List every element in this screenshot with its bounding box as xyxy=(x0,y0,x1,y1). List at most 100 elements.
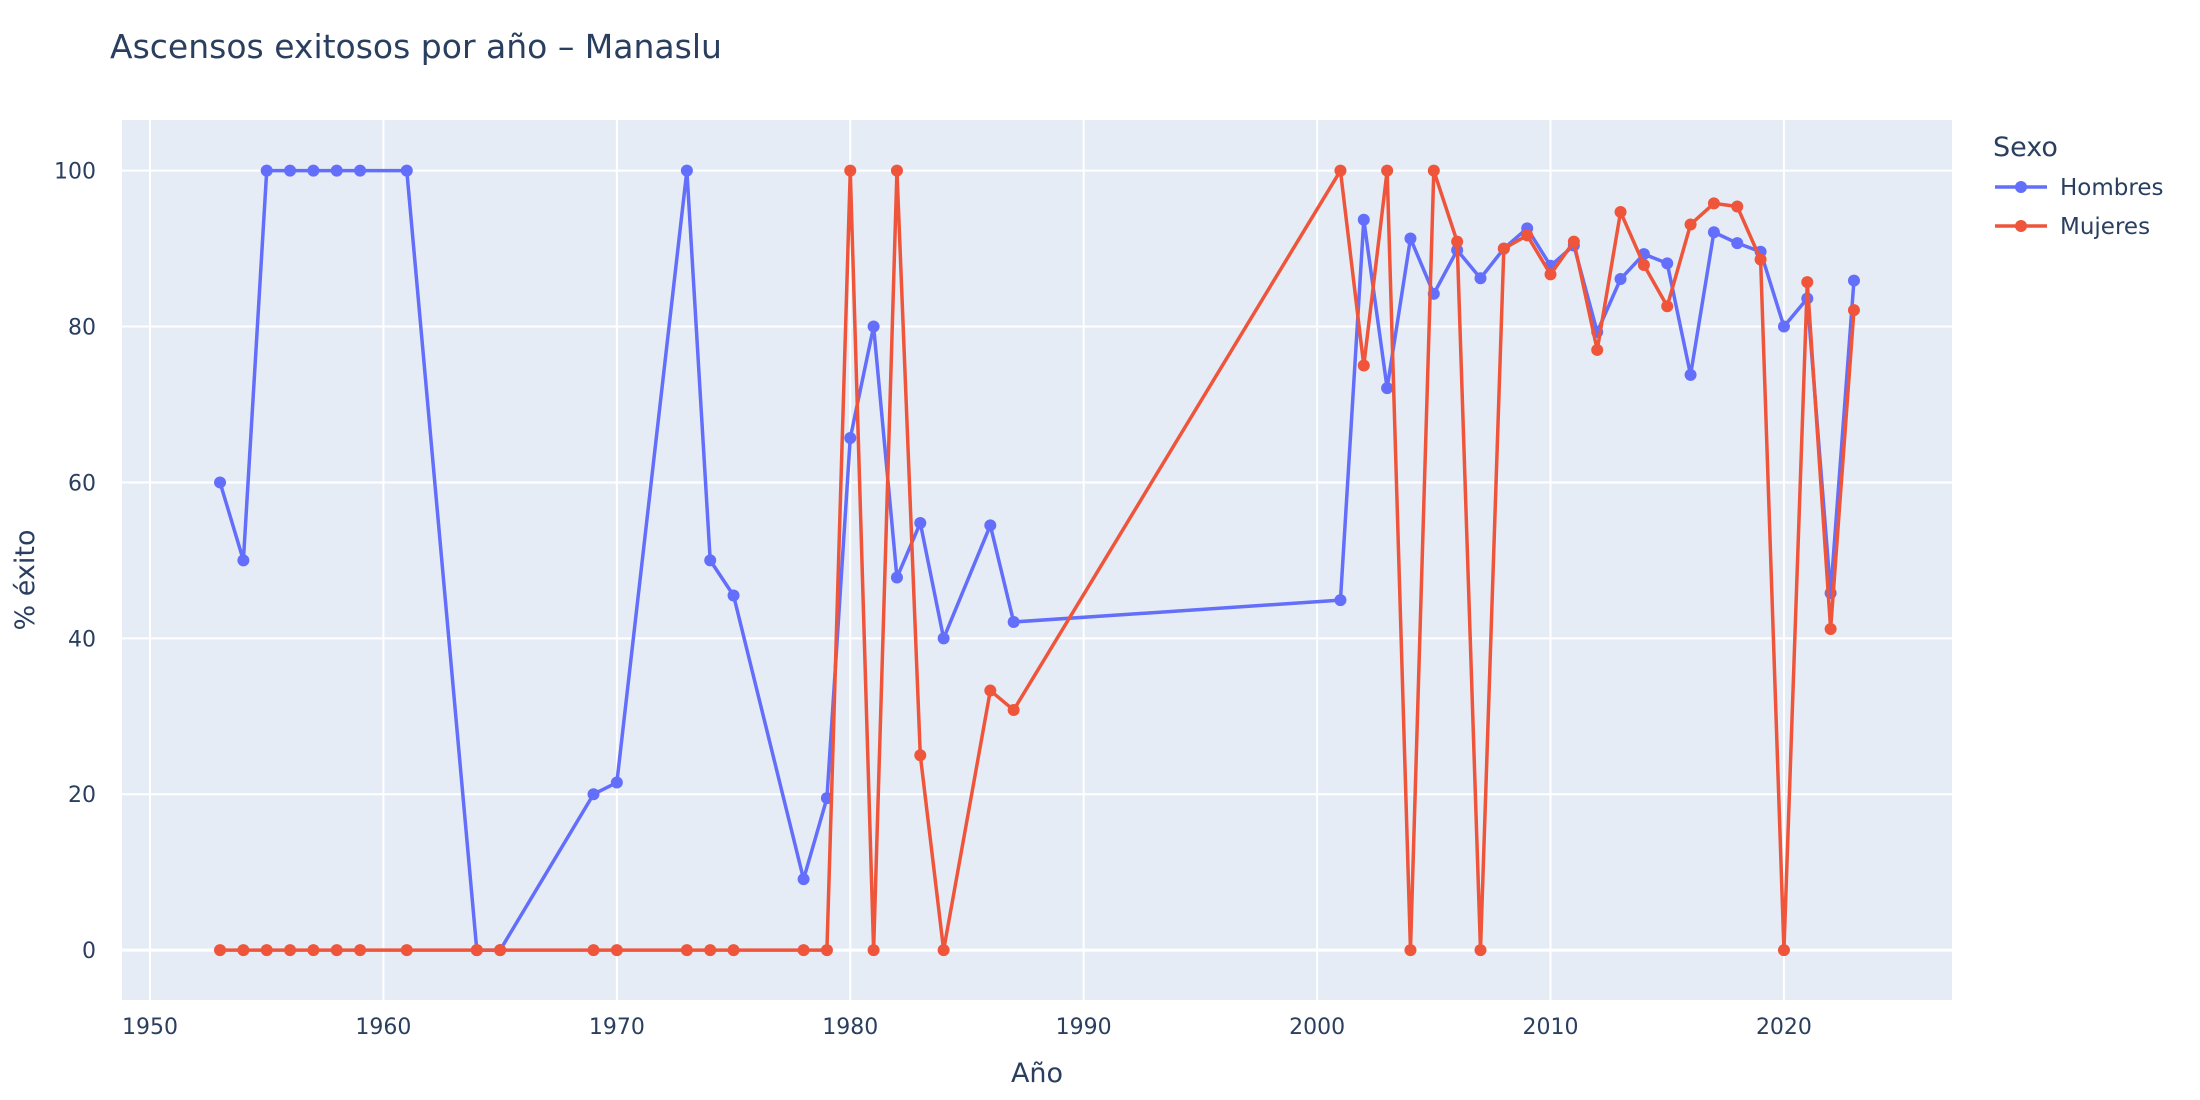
data-point-mujeres xyxy=(1544,268,1557,281)
data-point-mujeres xyxy=(727,944,740,957)
data-point-hombres xyxy=(400,164,413,177)
data-point-mujeres xyxy=(984,684,997,697)
y-axis-title: % éxito xyxy=(10,530,41,631)
data-point-hombres xyxy=(1731,237,1744,250)
x-tick-label: 1960 xyxy=(355,1015,411,1040)
data-point-mujeres xyxy=(400,944,413,957)
data-point-hombres xyxy=(1847,274,1860,287)
data-point-hombres xyxy=(704,554,717,567)
data-point-mujeres xyxy=(1567,235,1580,248)
x-tick-label: 1990 xyxy=(1056,1015,1112,1040)
data-point-mujeres xyxy=(1474,944,1487,957)
data-point-hombres xyxy=(237,554,250,567)
data-point-hombres xyxy=(937,632,950,645)
legend-label: Hombres xyxy=(2060,175,2163,201)
data-point-hombres xyxy=(797,873,810,886)
data-point-mujeres xyxy=(470,944,483,957)
legend-title: Sexo xyxy=(1993,132,2058,163)
data-point-hombres xyxy=(284,164,297,177)
data-point-hombres xyxy=(890,571,903,584)
plot-area-background xyxy=(122,120,1952,1000)
legend-item-mujeres[interactable]: Mujeres xyxy=(1995,214,2150,240)
data-point-hombres xyxy=(330,164,343,177)
data-point-mujeres xyxy=(1801,276,1814,289)
data-point-mujeres xyxy=(1497,242,1510,255)
data-point-hombres xyxy=(680,164,693,177)
y-tick-label: 60 xyxy=(68,471,96,496)
data-point-mujeres xyxy=(330,944,343,957)
data-point-mujeres xyxy=(1591,343,1604,356)
y-tick-label: 80 xyxy=(68,316,96,341)
series-mujeres xyxy=(214,164,1860,957)
data-point-mujeres xyxy=(610,944,623,957)
data-point-mujeres xyxy=(494,944,507,957)
legend-item-hombres[interactable]: Hombres xyxy=(1995,175,2163,201)
x-tick-label: 2020 xyxy=(1756,1015,1812,1040)
gridlines xyxy=(122,120,1952,1000)
data-point-mujeres xyxy=(1404,944,1417,957)
data-point-hombres xyxy=(307,164,320,177)
legend-swatch-marker xyxy=(2015,181,2027,193)
legend-label: Mujeres xyxy=(2060,214,2150,240)
data-point-mujeres xyxy=(307,944,320,957)
chart-title: Ascensos exitosos por año – Manaslu xyxy=(110,27,722,66)
x-tick-label: 1970 xyxy=(589,1015,645,1040)
data-point-mujeres xyxy=(587,944,600,957)
data-point-mujeres xyxy=(1381,164,1394,177)
data-point-mujeres xyxy=(704,944,717,957)
data-point-mujeres xyxy=(1427,164,1440,177)
x-tick-label: 1950 xyxy=(122,1015,178,1040)
data-point-mujeres xyxy=(1661,300,1674,313)
data-point-hombres xyxy=(1007,615,1020,628)
data-point-mujeres xyxy=(844,164,857,177)
data-point-mujeres xyxy=(1847,304,1860,317)
data-point-mujeres xyxy=(1707,197,1720,210)
data-point-mujeres xyxy=(867,944,880,957)
data-point-mujeres xyxy=(820,944,833,957)
data-point-hombres xyxy=(867,320,880,333)
data-point-mujeres xyxy=(680,944,693,957)
data-point-hombres xyxy=(260,164,273,177)
data-point-mujeres xyxy=(1521,229,1534,242)
data-point-mujeres xyxy=(1007,704,1020,717)
data-point-mujeres xyxy=(1357,359,1370,372)
x-tick-label: 2010 xyxy=(1523,1015,1579,1040)
data-point-mujeres xyxy=(1684,218,1697,231)
x-tick-label: 2000 xyxy=(1289,1015,1345,1040)
data-point-mujeres xyxy=(1637,258,1650,271)
data-point-hombres xyxy=(844,432,857,445)
data-point-mujeres xyxy=(1334,164,1347,177)
legend-swatch-marker xyxy=(2015,220,2027,232)
data-point-mujeres xyxy=(260,944,273,957)
legend-items: Hombres Mujeres xyxy=(1995,175,2163,240)
data-point-hombres xyxy=(214,476,227,489)
data-point-hombres xyxy=(1474,272,1487,285)
data-point-mujeres xyxy=(237,944,250,957)
data-point-mujeres xyxy=(914,749,927,762)
data-point-mujeres xyxy=(214,944,227,957)
legend: Sexo Hombres Mujeres xyxy=(1993,132,2163,240)
y-tick-label: 20 xyxy=(68,783,96,808)
data-point-mujeres xyxy=(1754,253,1767,266)
data-point-hombres xyxy=(610,776,623,789)
data-point-hombres xyxy=(914,516,927,529)
data-point-hombres xyxy=(1614,273,1627,286)
data-point-hombres xyxy=(984,519,997,532)
data-point-mujeres xyxy=(1824,622,1837,635)
data-point-mujeres xyxy=(937,944,950,957)
data-point-hombres xyxy=(587,788,600,801)
data-point-mujeres xyxy=(1777,944,1790,957)
data-point-hombres xyxy=(1661,257,1674,270)
data-point-hombres xyxy=(1777,320,1790,333)
data-point-hombres xyxy=(1404,232,1417,245)
data-point-hombres xyxy=(727,589,740,602)
data-point-mujeres xyxy=(1451,235,1464,248)
data-point-hombres xyxy=(1334,594,1347,607)
data-point-mujeres xyxy=(797,944,810,957)
data-point-hombres xyxy=(1707,226,1720,239)
y-tick-label: 0 xyxy=(82,939,96,964)
data-point-hombres xyxy=(1357,213,1370,226)
x-tick-label: 1980 xyxy=(822,1015,878,1040)
